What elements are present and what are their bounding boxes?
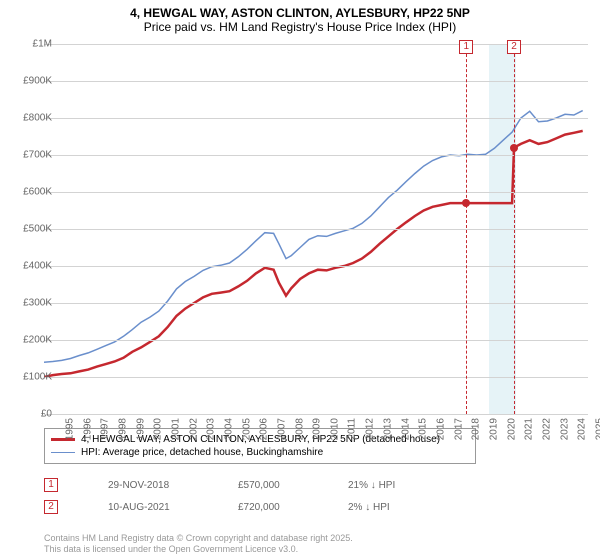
grid-line: [44, 377, 588, 378]
plot-area: 12: [44, 44, 588, 414]
x-axis-label: 2003: [206, 418, 217, 440]
x-axis-label: 2006: [259, 418, 270, 440]
x-axis-label: 2025: [594, 418, 600, 440]
transaction-price: £570,000: [238, 480, 308, 491]
x-axis-label: 1997: [100, 418, 111, 440]
chart-title: 4, HEWGAL WAY, ASTON CLINTON, AYLESBURY,…: [0, 0, 600, 20]
x-axis-label: 1995: [64, 418, 75, 440]
grid-line: [44, 340, 588, 341]
x-axis-label: 2000: [153, 418, 164, 440]
transaction-date: 29-NOV-2018: [108, 480, 198, 491]
x-axis-label: 2009: [312, 418, 323, 440]
x-axis-label: 2004: [223, 418, 234, 440]
x-axis-label: 2022: [541, 418, 552, 440]
transaction-price: £720,000: [238, 502, 308, 513]
x-axis-label: 1996: [82, 418, 93, 440]
series-line-hpi: [44, 111, 583, 363]
legend-item: HPI: Average price, detached house, Buck…: [51, 446, 469, 459]
x-axis-label: 2005: [241, 418, 252, 440]
marker-label: 1: [459, 40, 473, 54]
y-axis-label: £700K: [23, 150, 52, 161]
footnote-line: This data is licensed under the Open Gov…: [44, 544, 353, 556]
y-axis-label: £0: [41, 409, 52, 420]
y-axis-label: £600K: [23, 187, 52, 198]
y-axis-label: £500K: [23, 224, 52, 235]
y-axis-label: £1M: [33, 39, 52, 50]
x-axis-label: 2016: [435, 418, 446, 440]
chart-container: 4, HEWGAL WAY, ASTON CLINTON, AYLESBURY,…: [0, 0, 600, 560]
grid-line: [44, 81, 588, 82]
transaction-diff: 21% ↓ HPI: [348, 480, 395, 491]
data-point-marker: [462, 199, 470, 207]
grid-line: [44, 266, 588, 267]
data-point-marker: [510, 144, 518, 152]
x-axis-label: 2019: [488, 418, 499, 440]
x-axis-label: 2012: [365, 418, 376, 440]
legend-swatch: [51, 452, 75, 454]
x-axis-label: 2007: [276, 418, 287, 440]
chart-subtitle: Price paid vs. HM Land Registry's House …: [0, 20, 600, 38]
x-axis-label: 2017: [453, 418, 464, 440]
marker-line: [514, 44, 515, 414]
transaction-date: 10-AUG-2021: [108, 502, 198, 513]
x-axis-label: 2001: [170, 418, 181, 440]
grid-line: [44, 414, 588, 415]
x-axis-label: 2011: [346, 418, 357, 440]
transaction-row: 1 29-NOV-2018 £570,000 21% ↓ HPI: [44, 474, 395, 496]
x-axis-label: 1998: [117, 418, 128, 440]
footnote: Contains HM Land Registry data © Crown c…: [44, 533, 353, 556]
marker-label: 2: [507, 40, 521, 54]
y-axis-label: £800K: [23, 113, 52, 124]
x-axis-label: 2021: [523, 418, 534, 440]
y-axis-label: £900K: [23, 76, 52, 87]
grid-line: [44, 229, 588, 230]
x-axis-label: 2014: [400, 418, 411, 440]
grid-line: [44, 118, 588, 119]
y-axis-label: £400K: [23, 261, 52, 272]
grid-line: [44, 155, 588, 156]
x-axis-label: 2024: [576, 418, 587, 440]
footnote-line: Contains HM Land Registry data © Crown c…: [44, 533, 353, 545]
marker-line: [466, 44, 467, 414]
legend-label: HPI: Average price, detached house, Buck…: [81, 447, 323, 458]
grid-line: [44, 192, 588, 193]
x-axis-label: 1999: [135, 418, 146, 440]
x-axis-label: 2023: [559, 418, 570, 440]
y-axis-label: £300K: [23, 298, 52, 309]
transaction-row: 2 10-AUG-2021 £720,000 2% ↓ HPI: [44, 496, 395, 518]
transaction-diff: 2% ↓ HPI: [348, 502, 390, 513]
x-axis-label: 2018: [470, 418, 481, 440]
y-axis-label: £200K: [23, 335, 52, 346]
x-axis-label: 2008: [294, 418, 305, 440]
transaction-num: 2: [44, 500, 58, 514]
y-axis-label: £100K: [23, 372, 52, 383]
x-axis-label: 2020: [506, 418, 517, 440]
x-axis-label: 2013: [382, 418, 393, 440]
x-axis-label: 2010: [329, 418, 340, 440]
x-axis-label: 2015: [417, 418, 428, 440]
transaction-num: 1: [44, 478, 58, 492]
x-axis-label: 2002: [188, 418, 199, 440]
grid-line: [44, 303, 588, 304]
transaction-table: 1 29-NOV-2018 £570,000 21% ↓ HPI 2 10-AUG-202…: [44, 474, 395, 518]
